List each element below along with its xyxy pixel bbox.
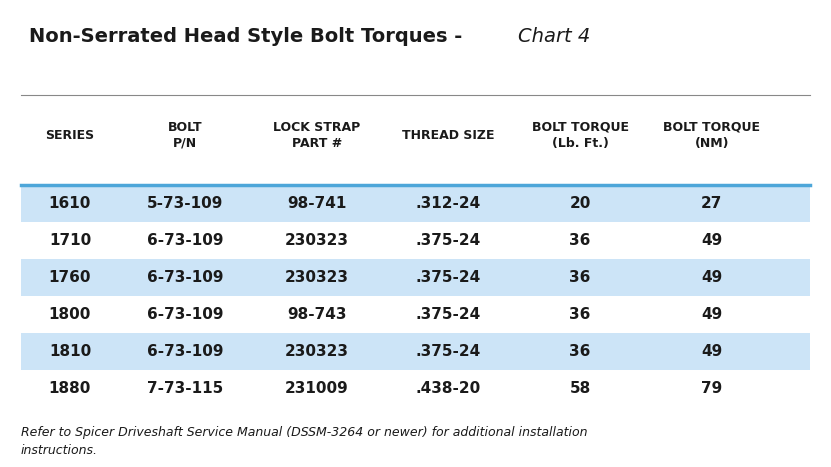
Text: 36: 36 [569, 233, 591, 248]
Text: .438-20: .438-20 [416, 382, 481, 396]
Bar [21, 185, 810, 222]
Text: 230323: 230323 [285, 270, 349, 285]
Text: .375-24: .375-24 [416, 307, 481, 322]
Text: 98-743: 98-743 [287, 307, 347, 322]
Text: Non-Serrated Head Style Bolt Torques -: Non-Serrated Head Style Bolt Torques - [29, 27, 469, 46]
Text: 27: 27 [701, 196, 722, 211]
Bar [21, 333, 810, 370]
Text: .312-24: .312-24 [416, 196, 481, 211]
Text: BOLT
P/N: BOLT P/N [168, 121, 203, 150]
Text: 5-73-109: 5-73-109 [147, 196, 224, 211]
Text: 6-73-109: 6-73-109 [147, 233, 224, 248]
Text: 1760: 1760 [49, 270, 91, 285]
Text: .375-24: .375-24 [416, 233, 481, 248]
Text: LOCK STRAP
PART #: LOCK STRAP PART # [273, 121, 361, 150]
Text: SERIES: SERIES [46, 129, 95, 142]
Text: 98-741: 98-741 [287, 196, 347, 211]
Text: 6-73-109: 6-73-109 [147, 270, 224, 285]
Text: BOLT TORQUE
(Lb. Ft.): BOLT TORQUE (Lb. Ft.) [532, 121, 628, 150]
Text: 1610: 1610 [49, 196, 91, 211]
Text: .375-24: .375-24 [416, 270, 481, 285]
Text: 6-73-109: 6-73-109 [147, 307, 224, 322]
Text: 1880: 1880 [49, 382, 91, 396]
Text: 230323: 230323 [285, 233, 349, 248]
Text: 49: 49 [701, 270, 722, 285]
Text: 230323: 230323 [285, 344, 349, 359]
Text: 231009: 231009 [285, 382, 349, 396]
Text: Chart 4: Chart 4 [519, 27, 591, 46]
Text: 49: 49 [701, 344, 722, 359]
Text: 58: 58 [569, 382, 591, 396]
Text: 36: 36 [569, 307, 591, 322]
Text: 49: 49 [701, 233, 722, 248]
Text: .375-24: .375-24 [416, 344, 481, 359]
Text: 1710: 1710 [49, 233, 91, 248]
Text: 79: 79 [701, 382, 722, 396]
Text: Refer to Spicer Driveshaft Service Manual (DSSM-3264 or newer) for additional in: Refer to Spicer Driveshaft Service Manua… [21, 425, 588, 457]
Text: THREAD SIZE: THREAD SIZE [402, 129, 494, 142]
Text: 1800: 1800 [49, 307, 91, 322]
Text: 36: 36 [569, 270, 591, 285]
Text: 20: 20 [569, 196, 591, 211]
Bar [21, 259, 810, 296]
Text: BOLT TORQUE
(NM): BOLT TORQUE (NM) [663, 121, 760, 150]
Text: 1810: 1810 [49, 344, 91, 359]
Text: 6-73-109: 6-73-109 [147, 344, 224, 359]
Text: 36: 36 [569, 344, 591, 359]
Text: 49: 49 [701, 307, 722, 322]
Text: 7-73-115: 7-73-115 [147, 382, 224, 396]
